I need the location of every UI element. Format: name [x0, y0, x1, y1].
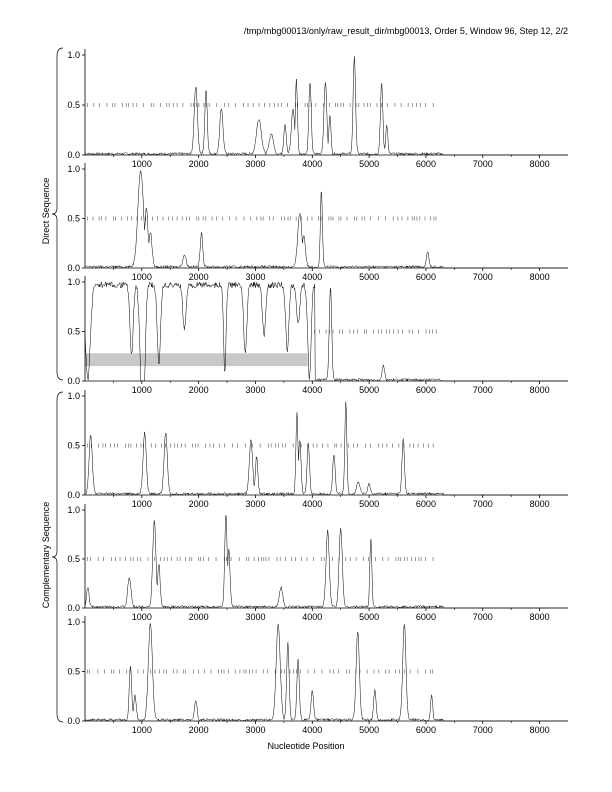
panel-1-x-tick-label: 4000 [302, 159, 322, 169]
panel-6-y-tick-label: 1.0 [67, 617, 80, 627]
panel-5-series-line [84, 515, 568, 609]
panel-1-y-tick-label: 1.0 [67, 50, 80, 60]
panel-2-x-tick-label: 2000 [189, 272, 209, 282]
complementary-sequence-label: Complementary Sequence [41, 501, 51, 609]
panel-4-x-tick-label: 5000 [359, 499, 379, 509]
panel-1-y-tick-label: 0.5 [67, 100, 80, 110]
panel-4-series-line [84, 401, 568, 496]
panel-1-y-tick-label: 0.0 [67, 150, 80, 160]
panel-3-y-tick-label: 1.0 [67, 277, 80, 287]
panel-3-x-tick-label: 5000 [359, 385, 379, 395]
panel-4-x-tick-label: 2000 [189, 499, 209, 509]
panel-5-x-tick-label: 8000 [530, 612, 550, 622]
panel-5-y-tick-label: 0.5 [67, 554, 80, 564]
panel-5-x-tick-label: 3000 [245, 612, 265, 622]
panel-5-x-tick-label: 4000 [302, 612, 322, 622]
panel-3-highlight-band [85, 353, 308, 367]
panel-1-x-tick-label: 1000 [132, 159, 152, 169]
panel-5-x-tick-label: 7000 [473, 612, 493, 622]
panel-3-x-tick-label: 6000 [416, 385, 436, 395]
panel-4-x-tick-label: 3000 [245, 499, 265, 509]
panel-3-x-tick-label: 3000 [245, 385, 265, 395]
panel-2-x-tick-label: 5000 [359, 272, 379, 282]
panel-3-y-tick-label: 0.5 [67, 327, 80, 337]
panel-1-x-tick-label: 8000 [530, 159, 550, 169]
panel-4-y-tick-label: 0.0 [67, 490, 80, 500]
x-axis-title: Nucleotide Position [267, 741, 345, 751]
panel-6-x-tick-label: 2000 [189, 725, 209, 735]
panel-1-x-tick-label: 2000 [189, 159, 209, 169]
panel-6-x-tick-label: 8000 [530, 725, 550, 735]
panel-4-x-tick-label: 4000 [302, 499, 322, 509]
panel-5-x-tick-label: 5000 [359, 612, 379, 622]
direct-sequence-label: Direct Sequence [41, 177, 51, 245]
panel-3-series-line [84, 281, 568, 382]
panel-3-y-tick-label: 0.0 [67, 376, 80, 386]
panel-1-x-tick-label: 5000 [359, 159, 379, 169]
panel-2-y-tick-label: 0.0 [67, 263, 80, 273]
panel-2-x-tick-label: 8000 [530, 272, 550, 282]
panel-3-x-tick-label: 2000 [189, 385, 209, 395]
panel-6-y-tick-label: 0.5 [67, 667, 80, 677]
complementary-brace [51, 391, 64, 723]
panel-3-x-tick-label: 7000 [473, 385, 493, 395]
panel-4-x-tick-label: 6000 [416, 499, 436, 509]
panel-2-x-tick-label: 1000 [132, 272, 152, 282]
panel-5-x-tick-label: 6000 [416, 612, 436, 622]
panel-2-x-tick-label: 3000 [245, 272, 265, 282]
panel-4-x-tick-label: 1000 [132, 499, 152, 509]
panel-2-series-line [84, 170, 568, 269]
panel-5-x-tick-label: 1000 [132, 612, 152, 622]
panel-3-x-tick-label: 8000 [530, 385, 550, 395]
panel-2-x-tick-label: 7000 [473, 272, 493, 282]
panel-2-y-tick-label: 1.0 [67, 164, 80, 174]
panel-1-x-tick-label: 6000 [416, 159, 436, 169]
page-title: /tmp/mbg00013/only/raw_result_dir/mbg000… [243, 26, 568, 36]
panel-4-x-tick-label: 8000 [530, 499, 550, 509]
panel-3-x-tick-label: 4000 [302, 385, 322, 395]
panel-2-y-tick-label: 0.5 [67, 214, 80, 224]
panel-1-series-line [84, 56, 568, 156]
panel-5-x-tick-label: 2000 [189, 612, 209, 622]
panel-2-x-tick-label: 6000 [416, 272, 436, 282]
panel-6-y-tick-label: 0.0 [67, 716, 80, 726]
panel-3-x-tick-label: 1000 [132, 385, 152, 395]
direct-brace [51, 47, 64, 381]
panel-4-x-tick-label: 7000 [473, 499, 493, 509]
panel-6-x-tick-label: 5000 [359, 725, 379, 735]
panel-6-x-tick-label: 4000 [302, 725, 322, 735]
panel-6-series-line [84, 623, 568, 722]
panel-5-y-tick-label: 1.0 [67, 505, 80, 515]
panel-1-x-tick-label: 3000 [245, 159, 265, 169]
panel-6-x-tick-label: 7000 [473, 725, 493, 735]
panel-5-y-tick-label: 0.0 [67, 603, 80, 613]
panel-4-y-tick-label: 1.0 [67, 391, 80, 401]
panel-6-x-tick-label: 6000 [416, 725, 436, 735]
panel-2-x-tick-label: 4000 [302, 272, 322, 282]
panel-1-x-tick-label: 7000 [473, 159, 493, 169]
panel-6-x-tick-label: 3000 [245, 725, 265, 735]
panel-6-x-tick-label: 1000 [132, 725, 152, 735]
panel-4-y-tick-label: 0.5 [67, 441, 80, 451]
